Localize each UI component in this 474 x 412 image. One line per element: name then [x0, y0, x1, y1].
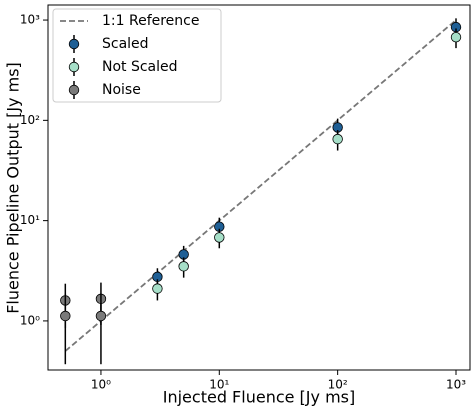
point — [450, 31, 462, 43]
y-tick-label: 10¹ — [20, 213, 40, 227]
point — [178, 261, 189, 272]
plot-frame — [47, 4, 471, 371]
point — [60, 310, 71, 322]
x-axis-label: Injected Fluence [Jy ms] — [163, 388, 355, 407]
legend-swatch — [68, 38, 80, 50]
point — [95, 310, 107, 322]
point — [214, 232, 225, 243]
x-tick-label: 10² — [328, 378, 348, 392]
reference-line — [64, 19, 457, 352]
y-tick-label: 10⁰ — [20, 313, 40, 327]
legend-label: Noise — [102, 82, 141, 98]
legend-label: Not Scaled — [102, 59, 178, 75]
y-axis-label: Fluence Pipeline Output [Jy ms] — [4, 62, 23, 314]
legend-label: Scaled — [102, 36, 149, 52]
legend-swatch — [68, 61, 80, 73]
point — [332, 133, 343, 145]
x-tick-label: 10⁰ — [91, 378, 111, 392]
point — [152, 283, 163, 294]
legend-label: 1:1 Reference — [102, 13, 199, 29]
legend-box — [52, 8, 222, 103]
x-tick-label: 10³ — [446, 378, 466, 392]
y-tick-label: 10³ — [20, 13, 40, 27]
x-tick-label: 10¹ — [209, 378, 229, 392]
legend-swatch — [68, 84, 80, 96]
legend: 1:1 Reference Scaled Not Scaled Noise — [52, 8, 222, 103]
y-tick-label: 10² — [20, 113, 40, 127]
